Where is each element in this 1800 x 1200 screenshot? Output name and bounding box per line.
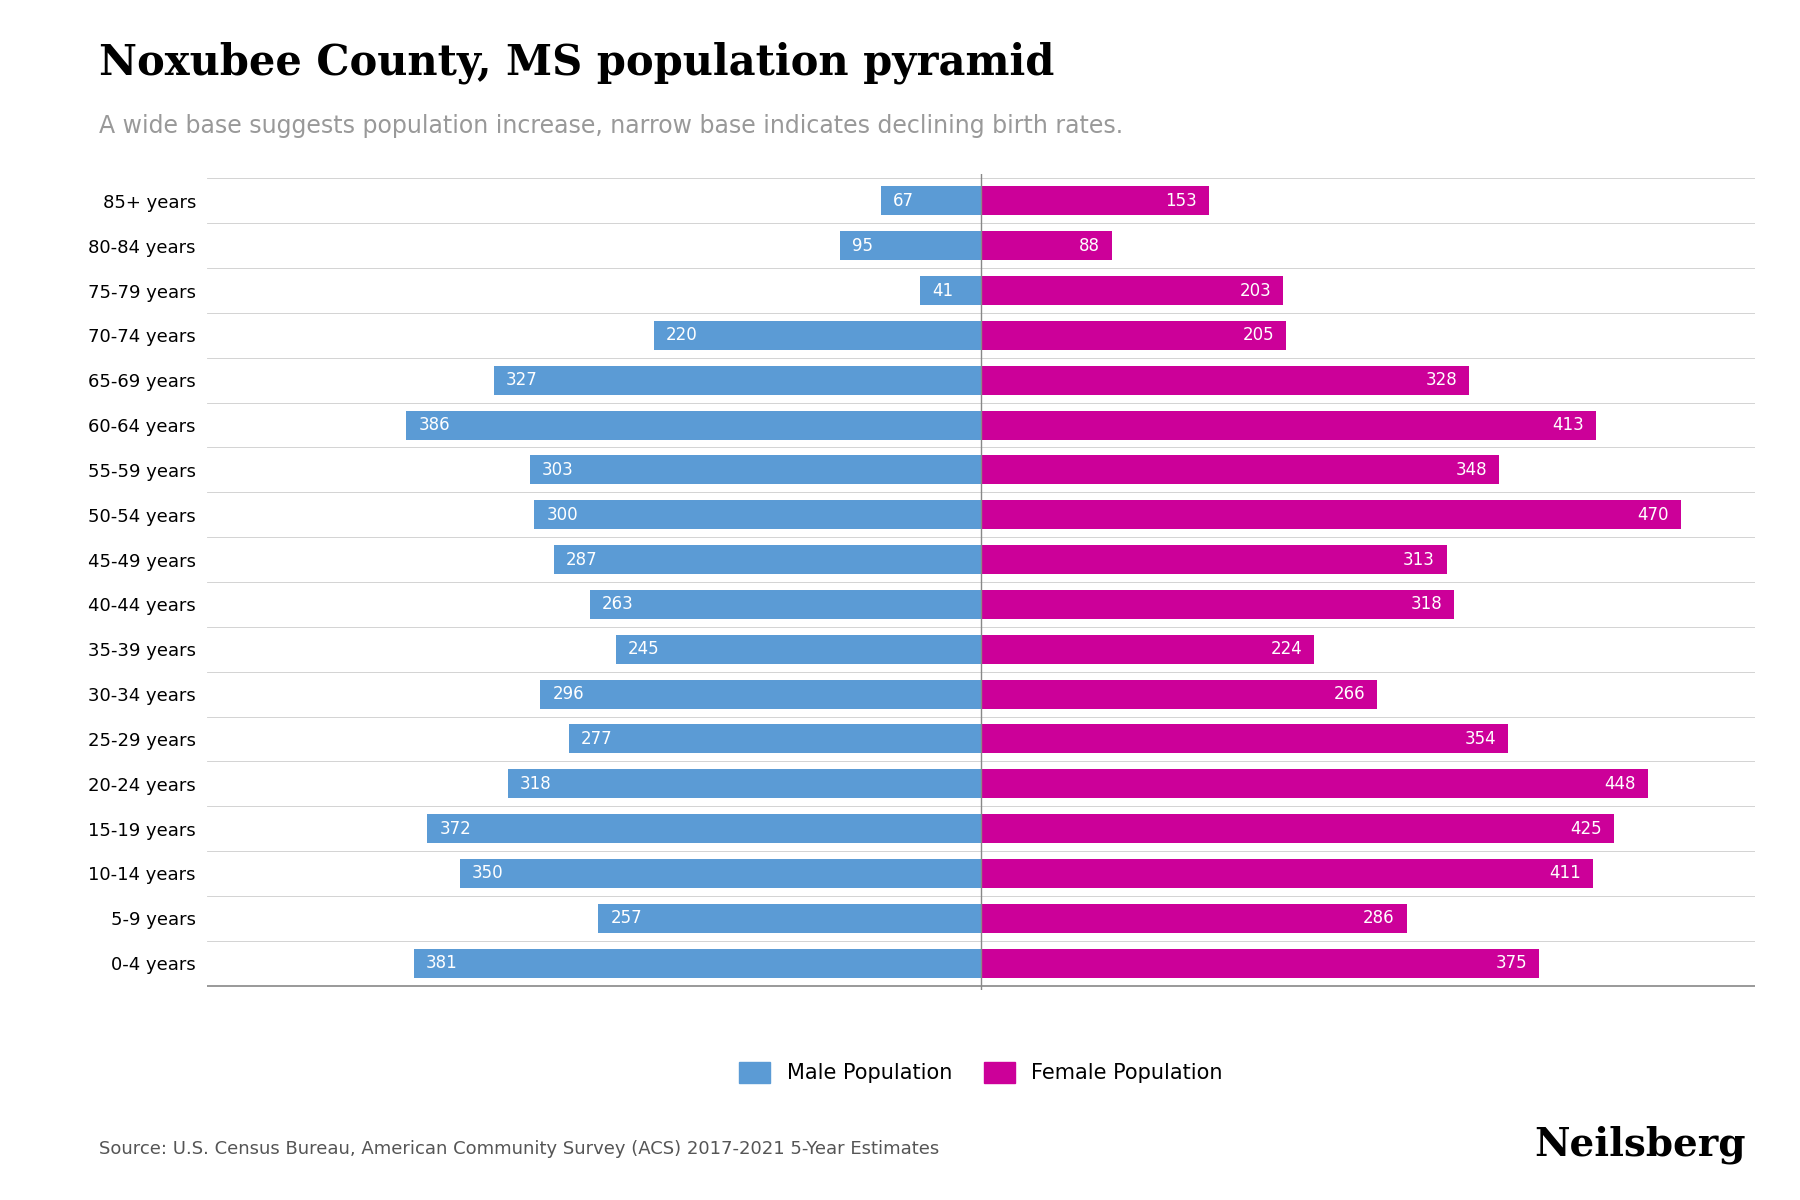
Text: 348: 348	[1456, 461, 1487, 479]
Text: Noxubee County, MS population pyramid: Noxubee County, MS population pyramid	[99, 42, 1055, 84]
Bar	[508, 769, 981, 798]
Text: 318: 318	[520, 775, 551, 793]
Text: 300: 300	[547, 505, 578, 523]
Bar	[616, 635, 981, 664]
Text: Source: U.S. Census Bureau, American Community Survey (ACS) 2017-2021 5-Year Est: Source: U.S. Census Bureau, American Com…	[99, 1140, 940, 1158]
Text: 95: 95	[851, 236, 873, 254]
Text: 245: 245	[628, 641, 661, 659]
Text: A wide base suggests population increase, narrow base indicates declining birth : A wide base suggests population increase…	[99, 114, 1123, 138]
Bar	[554, 545, 981, 574]
Bar	[598, 904, 981, 932]
Bar	[590, 590, 981, 619]
Text: 203: 203	[1240, 282, 1271, 300]
Text: 153: 153	[1165, 192, 1197, 210]
Bar	[495, 366, 981, 395]
Text: 381: 381	[427, 954, 457, 972]
Bar	[981, 320, 1287, 350]
Text: 350: 350	[472, 864, 504, 882]
Bar	[461, 859, 981, 888]
Text: Neilsberg: Neilsberg	[1534, 1126, 1746, 1164]
Text: 263: 263	[601, 595, 634, 613]
Bar	[981, 635, 1314, 664]
Bar	[414, 948, 981, 978]
Text: 448: 448	[1604, 775, 1636, 793]
Text: 224: 224	[1271, 641, 1303, 659]
Bar	[981, 769, 1647, 798]
Text: 328: 328	[1426, 371, 1458, 389]
Text: 286: 286	[1363, 910, 1395, 928]
Text: 386: 386	[418, 416, 450, 434]
Text: 277: 277	[581, 730, 612, 748]
Bar	[839, 232, 981, 260]
Text: 413: 413	[1552, 416, 1584, 434]
Bar	[882, 186, 981, 216]
Bar	[981, 590, 1454, 619]
Text: 313: 313	[1404, 551, 1435, 569]
Bar	[653, 320, 981, 350]
Bar	[981, 500, 1681, 529]
Bar	[981, 814, 1613, 844]
Bar	[407, 410, 981, 439]
Legend: Male Population, Female Population: Male Population, Female Population	[729, 1051, 1233, 1094]
Text: 257: 257	[610, 910, 643, 928]
Text: 220: 220	[666, 326, 697, 344]
Bar	[981, 679, 1377, 709]
Text: 41: 41	[932, 282, 952, 300]
Bar	[981, 410, 1597, 439]
Bar	[981, 276, 1283, 305]
Text: 88: 88	[1078, 236, 1100, 254]
Bar	[981, 366, 1469, 395]
Text: 327: 327	[506, 371, 538, 389]
Bar	[920, 276, 981, 305]
Bar	[981, 232, 1112, 260]
Bar	[981, 859, 1593, 888]
Text: 67: 67	[893, 192, 914, 210]
Bar	[535, 500, 981, 529]
Text: 296: 296	[553, 685, 583, 703]
Text: 425: 425	[1570, 820, 1602, 838]
Bar	[981, 948, 1539, 978]
Bar	[569, 725, 981, 754]
Text: 372: 372	[439, 820, 472, 838]
Text: 318: 318	[1411, 595, 1442, 613]
Text: 411: 411	[1550, 864, 1580, 882]
Text: 354: 354	[1465, 730, 1496, 748]
Text: 287: 287	[565, 551, 598, 569]
Text: 375: 375	[1496, 954, 1526, 972]
Bar	[981, 186, 1210, 216]
Bar	[529, 455, 981, 485]
Text: 205: 205	[1242, 326, 1274, 344]
Text: 266: 266	[1334, 685, 1364, 703]
Text: 470: 470	[1638, 505, 1669, 523]
Text: 303: 303	[542, 461, 574, 479]
Bar	[981, 904, 1408, 932]
Bar	[540, 679, 981, 709]
Bar	[427, 814, 981, 844]
Bar	[981, 725, 1508, 754]
Bar	[981, 455, 1499, 485]
Bar	[981, 545, 1447, 574]
